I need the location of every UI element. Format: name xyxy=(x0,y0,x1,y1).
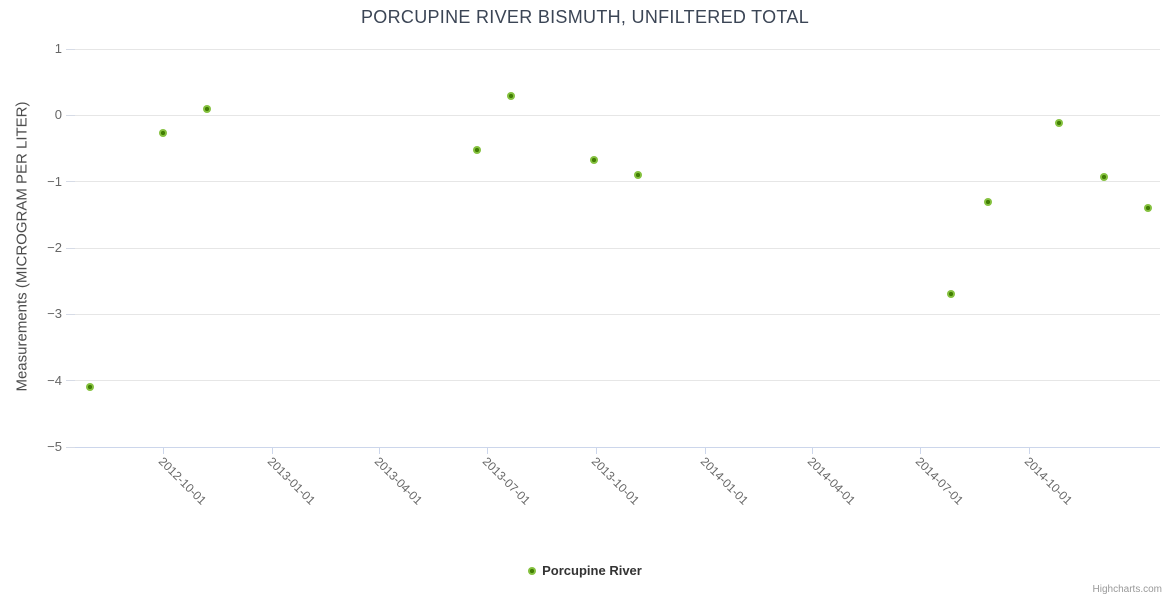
x-axis-tick-label: 2013-04-01 xyxy=(371,454,426,508)
data-point[interactable] xyxy=(158,129,167,138)
x-axis-tick xyxy=(378,448,380,454)
x-axis-tick-label: 2013-10-01 xyxy=(588,454,643,508)
data-point[interactable] xyxy=(86,382,95,391)
y-axis-tick xyxy=(66,114,75,116)
data-point[interactable] xyxy=(589,155,598,164)
y-gridline xyxy=(75,380,1160,382)
y-axis-tick-label: −2 xyxy=(47,240,62,255)
x-axis-tick xyxy=(162,448,164,454)
y-gridline xyxy=(75,114,1160,116)
y-axis-tick xyxy=(66,48,75,50)
x-axis-tick-label: 2014-07-01 xyxy=(913,454,967,508)
x-axis-tick-label: 2014-04-01 xyxy=(804,454,859,508)
legend-series-label: Porcupine River xyxy=(542,563,642,578)
chart-title: PORCUPINE RIVER BISMUTH, UNFILTERED TOTA… xyxy=(360,7,810,27)
y-axis-tick-label: 1 xyxy=(54,41,62,56)
y-axis-tick xyxy=(66,313,75,315)
legend-series-marker-icon xyxy=(528,566,537,575)
data-point[interactable] xyxy=(473,145,482,154)
y-axis-tick xyxy=(66,247,75,249)
y-axis-tick xyxy=(66,181,75,183)
x-axis-tick-label: 2014-10-01 xyxy=(1022,454,1076,508)
y-axis-tick xyxy=(66,380,75,382)
y-gridline xyxy=(75,48,1160,50)
y-axis-tick-label: −3 xyxy=(47,306,62,322)
y-axis-tick-label: −5 xyxy=(47,439,62,454)
x-axis-tick xyxy=(920,448,922,454)
y-axis-tick-label: −4 xyxy=(47,372,62,388)
x-axis-tick xyxy=(486,448,488,454)
x-axis-tick-label: 2013-01-01 xyxy=(264,454,319,508)
data-point[interactable] xyxy=(947,290,956,299)
x-axis-tick xyxy=(1029,448,1031,454)
x-axis-tick-label: 2013-07-01 xyxy=(479,454,534,508)
data-point[interactable] xyxy=(983,197,992,206)
x-axis-tick xyxy=(705,448,707,454)
x-axis-tick xyxy=(596,448,598,454)
x-axis-line xyxy=(75,447,1160,448)
y-gridline xyxy=(75,247,1160,249)
legend[interactable]: Porcupine River xyxy=(0,563,1170,578)
data-point[interactable] xyxy=(1055,119,1064,128)
y-axis-tick-label: −1 xyxy=(47,173,62,189)
y-gridline xyxy=(75,313,1160,315)
x-axis-tick-label: 2014-01-01 xyxy=(698,454,752,508)
data-point[interactable] xyxy=(202,104,211,113)
y-axis-tick xyxy=(66,446,75,448)
x-axis-tick-label: 2012-10-01 xyxy=(155,454,209,508)
x-axis-tick xyxy=(812,448,814,454)
highcharts-credits-link[interactable]: Highcharts.com xyxy=(1092,584,1162,595)
y-gridline xyxy=(75,181,1160,183)
data-point[interactable] xyxy=(1100,173,1109,182)
data-point[interactable] xyxy=(1144,203,1153,212)
data-point[interactable] xyxy=(506,92,515,101)
x-axis-tick xyxy=(272,448,274,454)
y-axis-tick-label: 0 xyxy=(54,107,62,123)
data-point[interactable] xyxy=(633,171,642,180)
